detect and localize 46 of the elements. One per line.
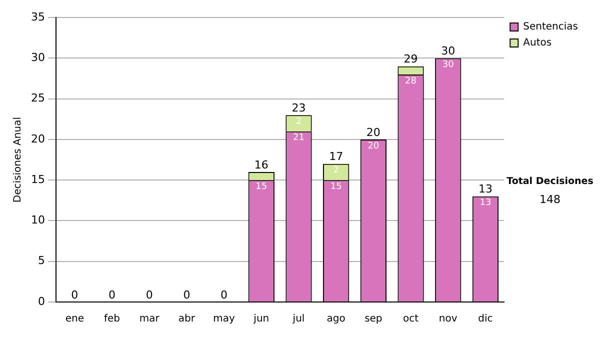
y-tick-label: 20	[30, 132, 45, 146]
total-label: 0	[220, 288, 228, 302]
total-label: 29	[404, 52, 418, 66]
data-label: 2	[296, 116, 302, 127]
x-tick-label: sep	[364, 314, 382, 325]
legend-label: Autos	[523, 38, 552, 49]
y-tick-label: 5	[38, 254, 45, 268]
total-label: 30	[441, 44, 456, 58]
data-label: 15	[256, 182, 268, 192]
y-axis-title: Decisiones Anual	[12, 117, 24, 203]
x-tick-label: abr	[178, 314, 196, 325]
y-tick-label: 0	[38, 294, 45, 308]
x-tick-label: nov	[438, 314, 458, 325]
total-label: 17	[329, 150, 344, 164]
total-label: 0	[108, 288, 116, 302]
legend-label: Sentencias	[523, 22, 578, 33]
data-label: 21	[293, 133, 304, 144]
x-tick-label: ago	[326, 314, 346, 325]
text: Total Decisiones	[506, 176, 594, 187]
data-label: 13	[480, 198, 492, 208]
x-tick-label: mar	[139, 314, 160, 325]
x-tick-label: oct	[403, 314, 419, 325]
total-label: 16	[254, 158, 268, 172]
total-label: 0	[146, 288, 153, 302]
x-tick-label: jul	[292, 314, 305, 325]
y-tick-label: 10	[30, 214, 45, 227]
text: 148	[538, 193, 562, 206]
total-label: 0	[183, 288, 190, 302]
data-label: 15	[330, 182, 342, 192]
x-tick-label: feb	[104, 314, 120, 325]
y-tick-label: 25	[30, 92, 45, 105]
total-label: 0	[71, 288, 78, 302]
x-tick-label: dic	[478, 314, 493, 325]
data-label: 2	[333, 166, 339, 176]
y-tick-label: 30	[30, 51, 45, 64]
total-label: 20	[366, 126, 380, 139]
total-label: 13	[478, 182, 492, 196]
x-tick-label: may	[213, 314, 236, 325]
data-label: 28	[405, 76, 417, 86]
y-tick-label: 15	[30, 172, 45, 186]
data-label: 30	[442, 60, 454, 70]
x-tick-label: ene	[65, 314, 84, 325]
x-tick-label: jun	[252, 314, 270, 325]
total-label: 23	[292, 101, 306, 114]
data-label: 20	[368, 141, 380, 152]
y-tick-label: 35	[30, 10, 45, 24]
